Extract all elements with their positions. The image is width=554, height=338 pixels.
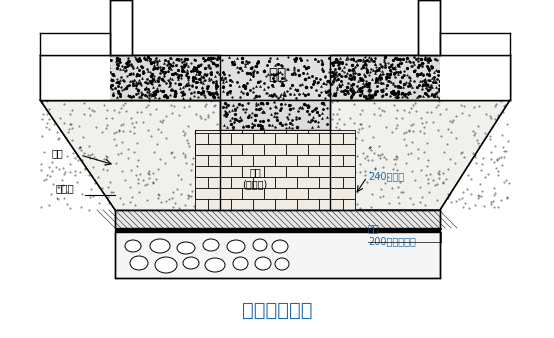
Polygon shape <box>40 100 220 210</box>
Ellipse shape <box>255 257 271 270</box>
Ellipse shape <box>155 257 177 273</box>
Bar <box>418 0 440 55</box>
Ellipse shape <box>227 240 245 253</box>
Text: 垫层: 垫层 <box>52 148 64 158</box>
Bar <box>440 33 510 55</box>
Text: 地梁
(承台梁): 地梁 (承台梁) <box>243 167 268 189</box>
Bar <box>40 55 220 100</box>
Bar <box>330 55 510 100</box>
Ellipse shape <box>150 239 170 253</box>
Text: 底板: 底板 <box>268 68 286 82</box>
Bar <box>220 100 330 130</box>
Ellipse shape <box>205 258 225 272</box>
Text: 砖胎模示意图: 砖胎模示意图 <box>242 300 312 319</box>
Bar <box>115 228 440 232</box>
Ellipse shape <box>233 257 248 270</box>
Ellipse shape <box>183 257 199 269</box>
Ellipse shape <box>130 256 148 270</box>
Polygon shape <box>330 100 510 210</box>
Bar <box>40 55 510 100</box>
Ellipse shape <box>253 239 267 251</box>
Bar <box>40 33 110 55</box>
Bar <box>220 130 330 210</box>
Bar <box>115 210 440 228</box>
Bar <box>195 130 220 210</box>
Ellipse shape <box>177 242 195 254</box>
Bar <box>110 0 132 55</box>
Bar <box>330 130 355 210</box>
Ellipse shape <box>272 240 288 253</box>
Bar <box>40 55 110 100</box>
Ellipse shape <box>275 258 289 270</box>
Text: 240厚砖模: 240厚砖模 <box>368 171 404 181</box>
Ellipse shape <box>125 240 141 252</box>
Text: 油毡: 油毡 <box>368 223 379 233</box>
Bar <box>115 210 440 228</box>
Text: 200厚碎石盲沟: 200厚碎石盲沟 <box>368 236 416 246</box>
Ellipse shape <box>203 239 219 251</box>
Text: 填黄砂: 填黄砂 <box>55 183 74 193</box>
Bar <box>440 55 510 100</box>
Bar <box>115 232 440 278</box>
